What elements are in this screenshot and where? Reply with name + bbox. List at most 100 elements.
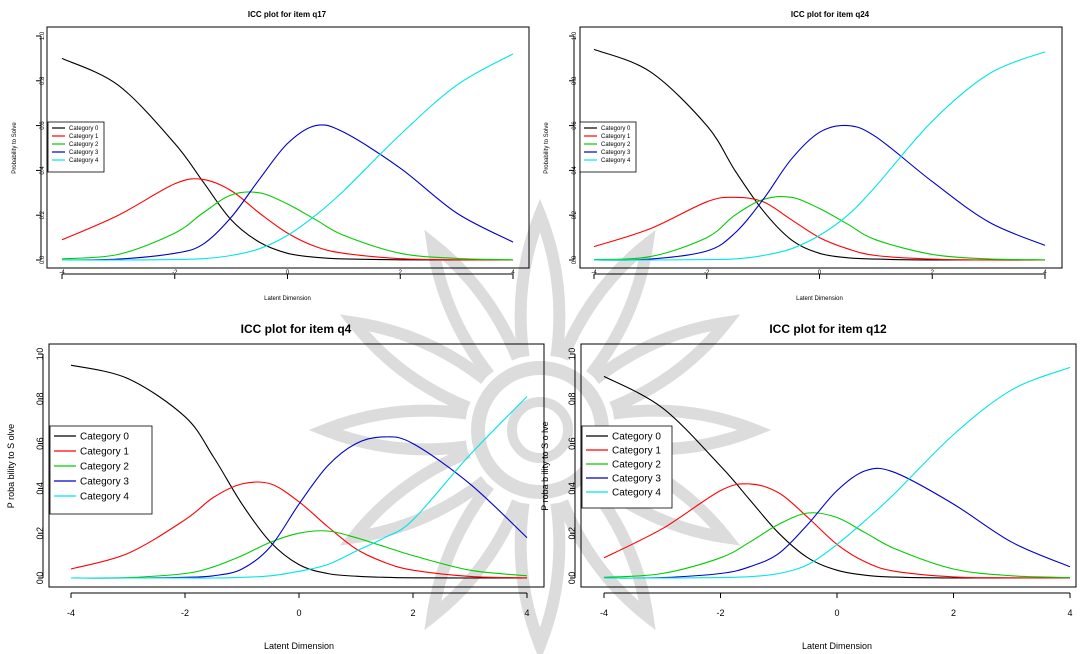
legend-label: Category 2 — [69, 142, 99, 148]
legend: Category 0 Category 1 Category 2 Category 3… — [579, 121, 637, 173]
series-line-category-1 — [61, 178, 514, 261]
series-line-category-4 — [603, 366, 1071, 579]
watermark-petal — [424, 229, 524, 379]
x-tick-label: 2 — [399, 270, 403, 276]
x-tick-label: 2 — [410, 608, 415, 618]
x-tick-label: 4 — [524, 608, 529, 618]
y-axis-label: Probability to Solve — [12, 122, 18, 174]
legend-label: Category 3 — [612, 474, 661, 485]
y-tick-label: 0.6 — [35, 437, 45, 450]
icc-panel-2: ICC plot for item q24 -4 -2 0 2 4 0.0 0.2 0.4 0.6… — [544, 10, 1063, 302]
legend-label: Category 1 — [612, 446, 661, 457]
x-tick-label: -2 — [704, 270, 710, 276]
icc-panel-3: ICC plot for item q4 -4 -2 0 2 4 0.0 0.2 0.4 0.6 0… — [6, 322, 545, 651]
watermark-petal — [556, 481, 656, 631]
legend-label: Category 0 — [80, 432, 129, 443]
watermark-petal — [308, 404, 468, 456]
series-line-category-2 — [70, 530, 528, 579]
y-tick-label: 0.8 — [567, 393, 577, 406]
x-axis-label: Latent Dimension — [796, 296, 843, 302]
y-tick-label: 1.0 — [572, 31, 578, 40]
plot-frame — [46, 26, 530, 269]
x-axis-label: Latent Dimension — [802, 641, 872, 651]
y-tick-label: 0.4 — [567, 482, 577, 495]
legend-label: Category 4 — [69, 158, 99, 164]
legend-label: Category 4 — [612, 488, 661, 499]
series-line-category-2 — [61, 191, 514, 261]
y-tick-label: 1.0 — [35, 348, 45, 361]
y-tick-label: 0.2 — [40, 210, 46, 219]
series-line-category-1 — [603, 483, 1071, 579]
y-tick-label: 0.4 — [572, 166, 578, 175]
y-tick-label: 1.0 — [40, 31, 46, 40]
legend-label: Category 2 — [80, 462, 129, 473]
y-tick-label: 0.4 — [35, 482, 45, 495]
series-line-category-4 — [593, 51, 1046, 261]
x-tick-label: 2 — [951, 608, 956, 618]
legend-box — [49, 425, 153, 515]
x-tick-label: 0 — [834, 608, 839, 618]
watermark-petal — [514, 502, 566, 654]
series-line-category-0 — [70, 364, 527, 579]
x-tick-label: 2 — [931, 270, 935, 276]
chart-panels: ICC plot for item q17 -4 -2 0 2 4 0.0 0.2 0.4 0.6… — [6, 10, 1077, 651]
x-tick-label: 4 — [511, 270, 515, 276]
legend-label: Category 3 — [69, 150, 99, 156]
legend: Category 0 Category 1 Category 2 Category 3… — [581, 425, 673, 509]
x-tick-label: 4 — [1067, 608, 1072, 618]
legend-label: Category 0 — [612, 432, 661, 443]
legend-label: Category 1 — [80, 447, 129, 458]
legend: Category 0 Category 1 Category 2 Category 3… — [47, 121, 105, 173]
series-line-category-3 — [603, 467, 1071, 579]
y-axis-label: Probability to Solve — [544, 122, 550, 174]
watermark-petal — [556, 229, 656, 379]
y-tick-label: 0.2 — [567, 527, 577, 540]
y-tick-label: 0.6 — [40, 121, 46, 130]
legend: Category 0 Category 1 Category 2 Category 3… — [49, 425, 153, 515]
legend-box — [47, 121, 105, 173]
legend-label: Category 1 — [69, 134, 99, 140]
series-line-category-1 — [70, 481, 528, 579]
icc-panel-4: ICC plot for item q12 -4 -2 0 2 4 0.0 0.2 0.4 0.6… — [540, 322, 1077, 651]
legend-label: Category 3 — [601, 150, 631, 156]
legend-label: Category 3 — [80, 477, 129, 488]
plot-frame — [48, 343, 545, 588]
y-axis-label: P roba b ility to S o lve — [540, 421, 550, 510]
x-tick-label: -4 — [591, 270, 597, 276]
x-tick-label: 0 — [296, 608, 301, 618]
legend-box — [579, 121, 637, 173]
series-line-category-1 — [593, 196, 1046, 261]
x-tick-label: -4 — [600, 608, 608, 618]
series-line-category-0 — [61, 57, 513, 261]
y-tick-label: 1.0 — [567, 348, 577, 361]
y-tick-label: 0.2 — [572, 210, 578, 219]
y-tick-label: 0.6 — [567, 437, 577, 450]
series-line-category-4 — [61, 53, 514, 261]
chart-title: ICC plot for item q4 — [241, 322, 352, 336]
x-tick-label: -2 — [181, 608, 189, 618]
x-tick-label: -2 — [716, 608, 724, 618]
series-line-category-3 — [61, 124, 514, 261]
watermark-petal — [514, 198, 566, 358]
legend-box — [581, 425, 673, 509]
x-tick-label: 4 — [1043, 270, 1047, 276]
x-tick-label: 0 — [818, 270, 822, 276]
y-tick-label: 0.2 — [35, 527, 45, 540]
series-line-category-3 — [70, 436, 528, 579]
y-tick-label: 0.0 — [567, 572, 577, 585]
y-tick-label: 0.0 — [35, 572, 45, 585]
y-tick-label: 0.4 — [40, 166, 46, 175]
watermark-petal — [591, 314, 741, 414]
chart-title: ICC plot for item q24 — [791, 10, 870, 19]
y-tick-label: 0.0 — [572, 255, 578, 264]
watermark-center — [507, 397, 573, 463]
legend-label: Category 0 — [601, 126, 631, 132]
x-tick-label: -4 — [59, 270, 65, 276]
x-tick-label: -2 — [172, 270, 178, 276]
series-line-category-4 — [71, 396, 528, 579]
series-line-category-2 — [593, 195, 1046, 261]
x-axis-label: Latent Dimension — [264, 641, 334, 651]
y-tick-label: 0.6 — [572, 121, 578, 130]
series-line-category-2 — [603, 512, 1071, 579]
